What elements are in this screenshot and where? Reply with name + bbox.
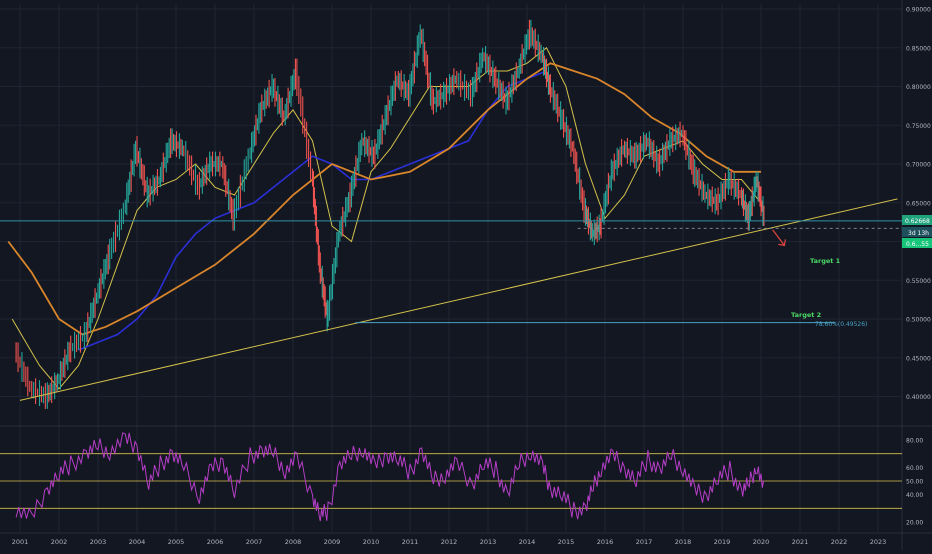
x-tick-label: 2006 — [207, 538, 224, 546]
y-tick-label: 0.50000 — [906, 317, 931, 324]
x-tick-label: 2010 — [363, 538, 380, 546]
rsi-tick-label: 40.00 — [906, 492, 923, 499]
x-tick-label: 2015 — [558, 538, 575, 546]
countdown-value: 3d 13h — [908, 230, 929, 237]
x-tick-label: 2023 — [870, 538, 887, 546]
y-tick-label: 0.75000 — [906, 123, 931, 130]
countdown-badge: 3d 13h — [902, 227, 932, 237]
y-tick-label: 0.80000 — [906, 84, 931, 91]
target1-label: Target 1 — [810, 257, 841, 265]
y-tick-label: 0.70000 — [906, 162, 931, 169]
x-tick-label: 2022 — [831, 538, 848, 546]
last-price-badge: 0.62668 — [902, 215, 932, 225]
y-tick-label: 0.55000 — [906, 278, 931, 285]
x-tick-label: 2002 — [51, 538, 68, 546]
x-tick-label: 2011 — [402, 538, 419, 546]
last-price-value: 0.62668 — [905, 218, 930, 225]
long-term-trendline — [19, 198, 898, 401]
rsi-tick-label: 80.00 — [906, 438, 923, 445]
moving-averages — [7, 47, 762, 390]
y-tick-label: 0.40000 — [906, 394, 931, 401]
x-tick-label: 2005 — [168, 538, 185, 546]
x-tick-label: 2004 — [129, 538, 146, 546]
overlay-lines — [0, 198, 902, 401]
ma-slow-line — [7, 62, 761, 336]
x-tick-label: 2003 — [90, 538, 107, 546]
y-tick-label: 0.45000 — [906, 355, 931, 362]
prev-close-badge: 0.6...55 — [902, 238, 932, 248]
x-tick-label: 2014 — [519, 538, 536, 546]
x-tick-label: 2016 — [597, 538, 614, 546]
x-tick-label: 2007 — [246, 538, 263, 546]
rsi-tick-label: 20.00 — [906, 520, 923, 527]
rsi-line — [15, 432, 765, 522]
x-tick-label: 2019 — [714, 538, 731, 546]
ma-fast-line — [11, 47, 762, 390]
x-tick-label: 2020 — [753, 538, 770, 546]
arrow-shaft — [772, 229, 785, 246]
y-tick-label: 0.90000 — [906, 7, 931, 14]
y-tick-label: 0.65000 — [906, 200, 931, 207]
x-tick-label: 2018 — [675, 538, 692, 546]
prev-close-value: 0.6...55 — [906, 241, 929, 248]
x-tick-label: 2008 — [285, 538, 302, 546]
arrow-head — [778, 239, 786, 247]
x-tick-label: 2012 — [441, 538, 458, 546]
rsi-tick-label: 60.00 — [906, 465, 923, 472]
price-series — [15, 19, 765, 409]
rsi-panel — [0, 432, 902, 522]
fib-level-label: 78.60%(0.49526) — [815, 321, 867, 328]
y-tick-label: 0.85000 — [906, 45, 931, 52]
x-tick-label: 2013 — [480, 538, 497, 546]
x-tick-label: 2021 — [792, 538, 809, 546]
rsi-tick-label: 50.00 — [906, 479, 923, 486]
x-tick-label: 2017 — [636, 538, 653, 546]
axes: 2001 2002 2003 2004 2005 2006 2007 2008 2009 2010… — [12, 7, 931, 547]
x-tick-label: 2001 — [12, 538, 29, 546]
ma-mid-line — [78, 70, 547, 351]
target2-label: Target 2 — [791, 311, 821, 319]
x-tick-label: 2009 — [324, 538, 341, 546]
